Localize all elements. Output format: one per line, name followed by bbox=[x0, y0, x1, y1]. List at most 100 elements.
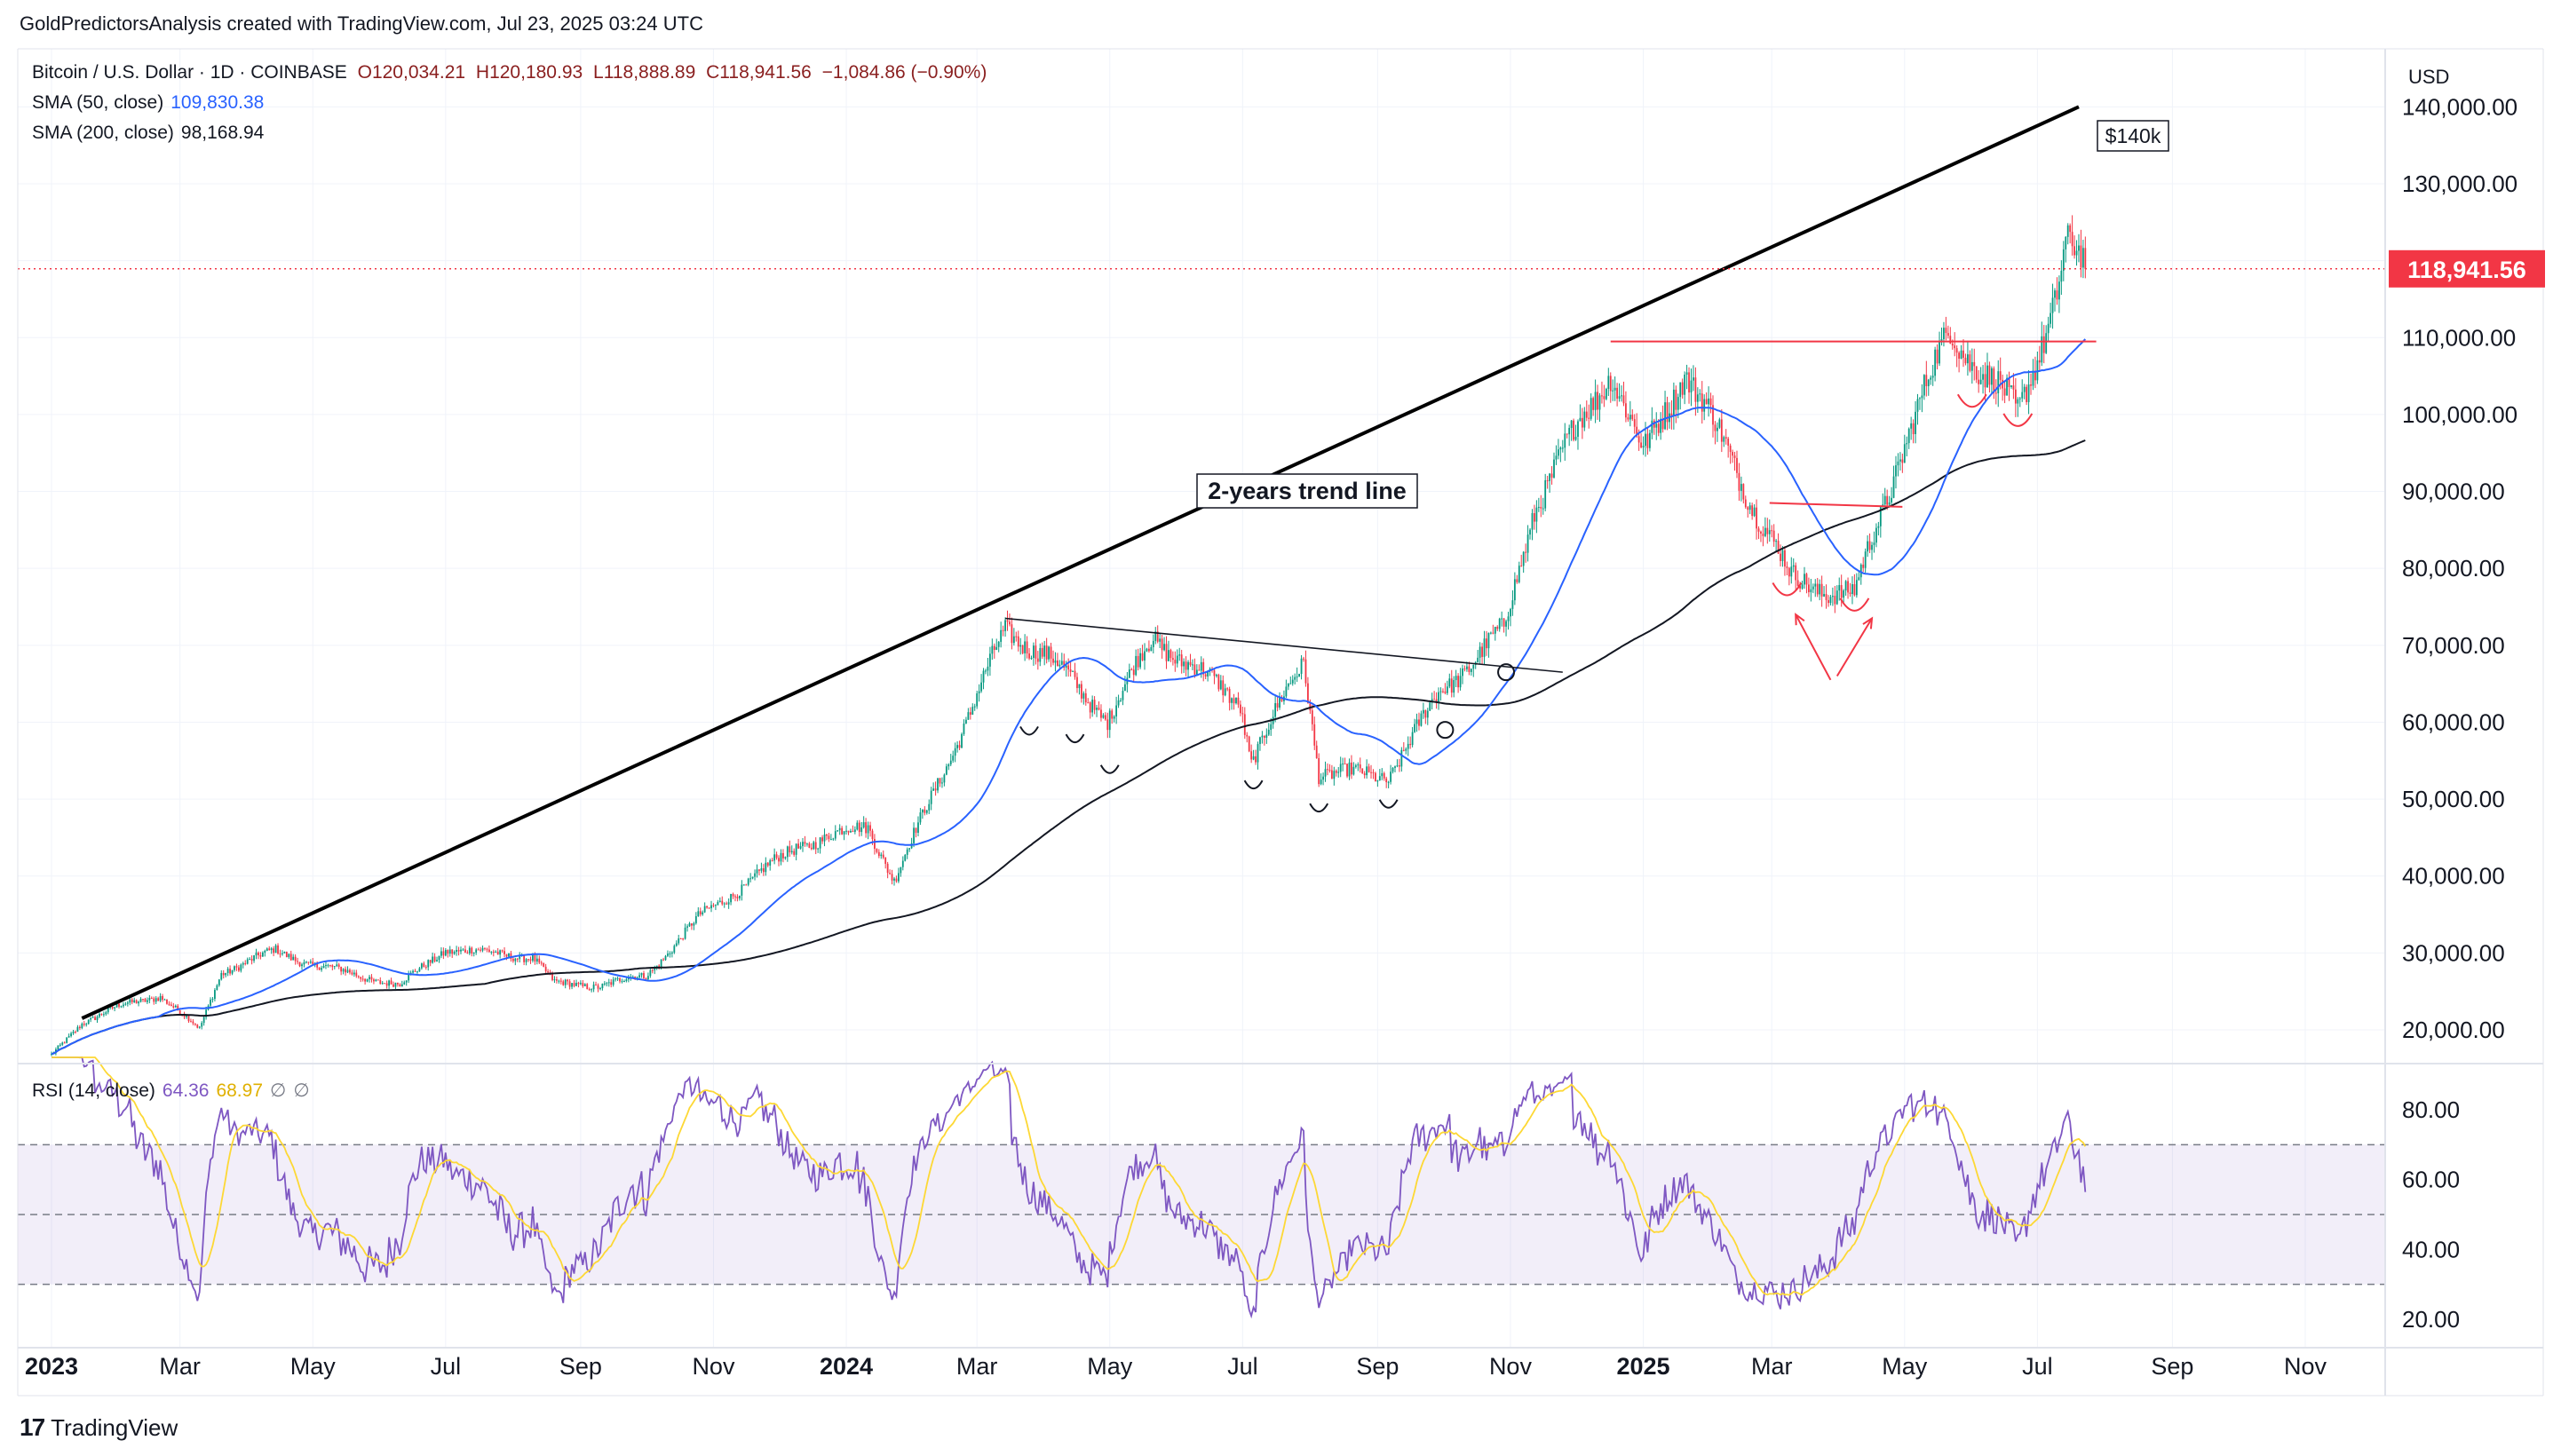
candle-body bbox=[754, 873, 756, 877]
candle-body bbox=[884, 858, 887, 864]
candle-body bbox=[551, 973, 553, 980]
candle-body bbox=[1279, 697, 1280, 708]
footer-brand[interactable]: 17 TradingView bbox=[20, 1413, 178, 1442]
candle-body bbox=[340, 966, 343, 972]
sma50-legend[interactable]: SMA (50, close) 109,830.38 bbox=[32, 92, 264, 114]
candle-body bbox=[1429, 702, 1431, 711]
candle-body bbox=[1028, 653, 1030, 659]
candle-body bbox=[1435, 699, 1438, 702]
candle-body bbox=[2012, 385, 2015, 390]
candle-body bbox=[305, 961, 307, 963]
candle-body bbox=[1960, 350, 1962, 359]
candle-body bbox=[706, 906, 709, 908]
candle-body bbox=[51, 1054, 52, 1056]
candle-body bbox=[2062, 249, 2065, 271]
candle-body bbox=[1076, 677, 1078, 689]
candle-body bbox=[178, 1010, 181, 1015]
candle-body bbox=[1200, 661, 1202, 671]
candle-body bbox=[1756, 507, 1757, 529]
candle-body bbox=[133, 1000, 136, 1002]
candle-body bbox=[708, 907, 710, 909]
candle-body bbox=[75, 1032, 76, 1033]
currency-label: USD bbox=[2408, 66, 2449, 88]
candle-body bbox=[814, 842, 817, 850]
candle-body bbox=[1327, 769, 1328, 771]
candle-body bbox=[1137, 655, 1139, 668]
red-arrow-head bbox=[1862, 616, 1874, 629]
rsi-ma-line bbox=[52, 1056, 2087, 1296]
candle-body bbox=[1535, 507, 1538, 522]
candle-body bbox=[234, 966, 235, 970]
candle-body bbox=[1479, 646, 1481, 658]
candle-body bbox=[1390, 772, 1392, 782]
candle-body bbox=[1616, 387, 1619, 399]
candle-body bbox=[1675, 389, 1677, 410]
red-arrow-head bbox=[1795, 613, 1805, 626]
sma200-legend[interactable]: SMA (200, close) 98,168.94 bbox=[32, 123, 264, 144]
candle-body bbox=[298, 961, 301, 967]
candle-body bbox=[1742, 484, 1745, 500]
candle-body bbox=[1285, 686, 1288, 697]
candle-body bbox=[1361, 768, 1364, 774]
candle-body bbox=[1082, 692, 1085, 699]
candle-body bbox=[1709, 398, 1712, 406]
candle-body bbox=[867, 825, 869, 834]
candle-body bbox=[336, 964, 338, 967]
candle-body bbox=[921, 809, 924, 813]
candle-body bbox=[1383, 772, 1385, 779]
candle-body bbox=[475, 949, 478, 953]
candle-body bbox=[214, 990, 216, 1000]
candle-body bbox=[1764, 527, 1766, 536]
candle-body bbox=[99, 1014, 100, 1017]
candle-body bbox=[1717, 427, 1718, 431]
candle-body bbox=[1814, 583, 1817, 587]
candle-body bbox=[1510, 608, 1511, 617]
candle-body bbox=[1540, 506, 1542, 509]
candle-body bbox=[1685, 372, 1688, 375]
candle-body bbox=[1919, 398, 1921, 400]
candle-body bbox=[645, 977, 647, 980]
candle-body bbox=[292, 956, 295, 961]
candle-body bbox=[993, 645, 995, 650]
candle-body bbox=[1243, 714, 1246, 735]
candle-body bbox=[1466, 666, 1468, 669]
candle-body bbox=[2003, 388, 2006, 396]
candle-body bbox=[1324, 769, 1327, 777]
candle-body bbox=[1300, 658, 1303, 675]
candle-body bbox=[1703, 399, 1706, 412]
candle-body bbox=[725, 903, 728, 905]
price-axis-tick-label: 100,000.00 bbox=[2402, 401, 2517, 428]
candle-body bbox=[258, 952, 259, 956]
cup-mark bbox=[1378, 799, 1399, 809]
candle-body bbox=[1448, 678, 1451, 687]
candle-body bbox=[1375, 772, 1376, 782]
candle-body bbox=[349, 969, 351, 973]
candle-body bbox=[1376, 779, 1379, 782]
candle-body bbox=[111, 1006, 114, 1009]
symbol-name[interactable]: Bitcoin / U.S. Dollar · 1D · COINBASE bbox=[32, 62, 347, 83]
candle-body bbox=[1274, 703, 1277, 717]
candle-body bbox=[1468, 666, 1471, 672]
candle-body bbox=[1753, 507, 1756, 517]
candle-body bbox=[2041, 336, 2043, 363]
candle-body bbox=[392, 984, 394, 987]
candle-body bbox=[198, 1026, 201, 1028]
candle-body bbox=[991, 645, 994, 654]
candle-body bbox=[540, 962, 543, 964]
candle-body bbox=[333, 966, 336, 968]
candle-body bbox=[1132, 669, 1135, 676]
candle-body bbox=[1879, 506, 1882, 526]
candle-body bbox=[730, 893, 732, 903]
candle-body bbox=[745, 884, 748, 886]
rsi-legend[interactable]: RSI (14, close) 64.36 68.97 ∅ ∅ bbox=[32, 1080, 310, 1102]
candle-body bbox=[619, 977, 621, 982]
symbol-legend: Bitcoin / U.S. Dollar · 1D · COINBASE O1… bbox=[32, 62, 987, 83]
candle-body bbox=[1418, 719, 1420, 726]
candle-body bbox=[616, 977, 619, 979]
candle-body bbox=[1912, 423, 1915, 434]
candle-body bbox=[174, 1005, 177, 1008]
candle-body bbox=[1693, 377, 1694, 381]
candle-body bbox=[501, 950, 503, 952]
candle-body bbox=[693, 922, 695, 926]
